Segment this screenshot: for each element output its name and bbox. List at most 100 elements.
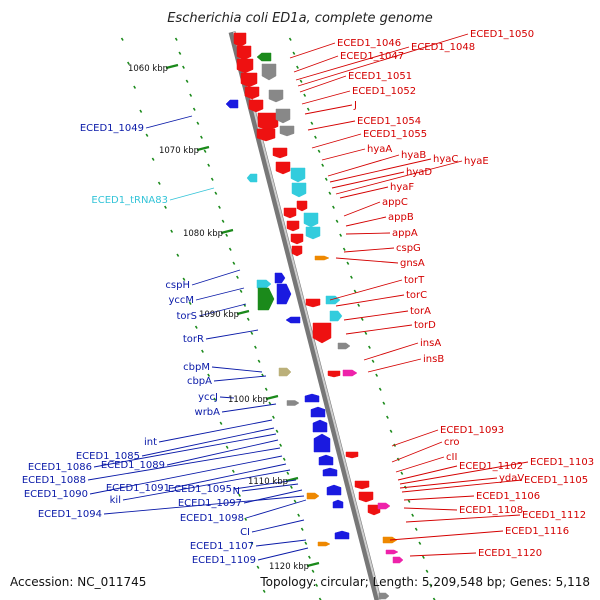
gene-arrow [385,549,399,555]
outer-tick [418,541,422,545]
far-tick [194,325,198,329]
gene-leader-line [363,342,419,361]
gene-leader-line [405,514,521,523]
gene-leader-line [399,477,498,489]
gene-label: appA [392,228,418,239]
inner-tick [318,597,322,600]
outer-tick [328,191,332,195]
gene-arrow [377,502,391,510]
inner-tick [315,583,319,587]
gene-label: ECED1_tRNA83 [91,195,168,206]
gene-leader-line [307,120,356,131]
inner-tick [254,345,257,349]
gene-label: hyaE [464,156,489,167]
outer-tick [425,569,429,573]
outer-tick [292,51,296,55]
gene-arrow [290,167,306,183]
gene-arrow [244,86,260,100]
gene-leader-line [233,479,297,490]
outer-tick [371,359,375,363]
far-tick [213,397,217,401]
gene-label: ECED1_1098 [180,513,244,524]
gene-label: ECED1_1089 [101,460,165,471]
inner-tick [268,401,272,405]
gene-arrow [304,393,320,403]
gene-label: torA [410,306,431,317]
gene-arrow [248,99,264,113]
inner-tick [214,191,218,195]
gene-leader-line [141,427,275,457]
gene-leader-line [87,447,281,481]
accession-text: Accession: NC_011745 [10,575,146,589]
gene-label: ECED1_1103 [530,457,594,468]
gene-label: cro [444,437,460,448]
kbp-tick-mark [265,394,279,401]
gene-label: ECED1_1050 [470,29,534,40]
gene-arrow [236,58,254,74]
gene-arrow [342,369,358,377]
far-tick [145,133,149,137]
gene-arrow [291,245,303,257]
outer-tick [382,401,386,405]
gene-label: ECED1_1054 [357,116,421,127]
gene-leader-line [245,499,307,519]
far-tick [225,445,229,449]
inner-tick [218,205,221,209]
outer-tick [378,387,382,391]
far-tick [207,373,211,377]
gene-label: ECED1_1049 [80,123,144,134]
gene-arrow [313,433,331,453]
outer-tick [335,219,339,223]
outer-tick [350,275,353,279]
gene-label: torT [404,275,425,286]
outer-tick [364,331,368,335]
gene-leader-line [198,303,247,317]
gene-arrow [392,556,404,564]
gene-leader-line [329,279,403,301]
gene-label: gnsA [400,258,425,269]
gene-arrow [283,207,297,219]
outer-tick [339,233,343,237]
gene-leader-line [301,90,351,105]
gene-leader-line [169,187,215,201]
far-tick [176,253,180,257]
gene-arrow [312,322,332,344]
gene-label: appB [388,212,414,223]
gene-leader-line [343,310,409,321]
gene-arrow [332,499,344,509]
gene-leader-line [391,429,439,447]
kbp-tick-mark [236,309,250,316]
gene-arrow [275,161,291,175]
gene-label: torD [414,320,436,331]
gene-label: ECED1_1051 [348,71,412,82]
inner-tick [272,415,275,419]
gene-leader-line [401,479,523,493]
gene-label: kil [110,495,121,506]
outer-tick [332,205,335,209]
gene-arrow [334,530,350,540]
outer-tick [368,345,371,349]
kbp-tick-label: 1100 kbp [228,395,268,405]
outer-tick [299,79,303,83]
far-tick [201,349,204,353]
gene-arrow [325,295,341,305]
outer-tick [407,499,411,503]
inner-tick [185,79,189,83]
gene-label: ECED1_1102 [459,461,523,472]
gene-leader-line [345,324,413,335]
gene-arrow [236,45,252,61]
outer-tick [432,597,436,600]
inner-tick [189,93,193,97]
inner-tick [304,541,308,545]
gene-arrow [322,467,338,477]
gene-label: ECED1_1088 [22,475,86,486]
gene-leader-line [257,547,309,561]
gene-leader-line [397,465,458,481]
gene-label: cbpA [187,376,212,387]
gene-arrow [286,220,300,232]
gene-arrow [246,173,258,183]
gene-leader-line [211,366,263,373]
inner-tick [210,177,214,181]
gene-arrow [256,52,272,62]
